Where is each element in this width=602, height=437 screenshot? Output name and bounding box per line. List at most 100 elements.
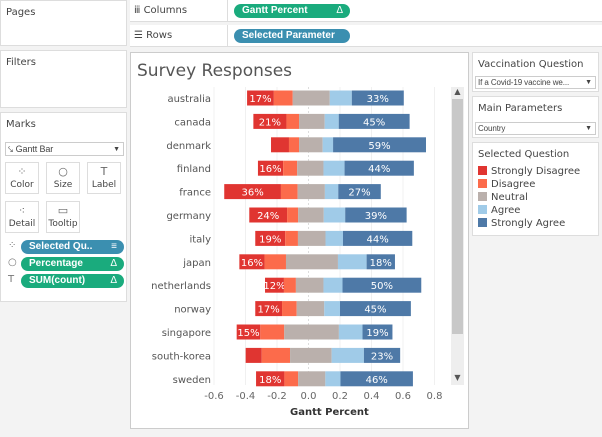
bar-segment-agree[interactable] bbox=[323, 277, 343, 293]
scroll-up-icon[interactable]: ▲ bbox=[454, 87, 461, 96]
tooltip-button[interactable]: ▭ Tooltip bbox=[46, 201, 80, 233]
bar-segment-strongly-agree[interactable] bbox=[340, 301, 411, 317]
bar-segment-disagree[interactable] bbox=[287, 207, 299, 223]
bar-segment-neutral[interactable] bbox=[298, 371, 326, 387]
bar-segment-neutral[interactable] bbox=[296, 301, 325, 317]
bar-segment-strongly-agree[interactable] bbox=[340, 371, 413, 387]
rows-shelf[interactable]: ☰ Rows Selected Parameter bbox=[130, 25, 602, 47]
bar-segment-agree[interactable] bbox=[323, 160, 345, 176]
bar-segment-disagree[interactable] bbox=[260, 324, 285, 340]
bar-segment-strongly-agree[interactable] bbox=[342, 230, 413, 246]
bar-segment-strongly-disagree[interactable] bbox=[256, 371, 285, 387]
strongly-disagree-label: 17% bbox=[258, 305, 280, 316]
scroll-thumb[interactable] bbox=[452, 99, 463, 334]
bar-segment-strongly-disagree[interactable] bbox=[236, 324, 261, 340]
pill-label: Gantt Percent bbox=[242, 5, 308, 16]
bar-segment-strongly-agree[interactable] bbox=[342, 277, 422, 293]
button-label: Color bbox=[10, 180, 34, 190]
legend-item[interactable]: Neutral bbox=[478, 192, 528, 204]
bar-segment-agree[interactable] bbox=[324, 184, 339, 200]
legend-item[interactable]: Strongly Disagree bbox=[478, 166, 580, 178]
selected-parameter-pill[interactable]: Selected Parameter bbox=[234, 29, 350, 43]
bar-segment-strongly-disagree[interactable] bbox=[255, 301, 283, 317]
main-parameters-dropdown[interactable]: Country ▼ bbox=[475, 122, 596, 135]
bar-segment-disagree[interactable] bbox=[288, 137, 300, 153]
bar-segment-neutral[interactable] bbox=[298, 207, 324, 223]
bar-segment-disagree[interactable] bbox=[264, 254, 286, 270]
bar-segment-strongly-disagree[interactable] bbox=[255, 230, 286, 246]
bar-segment-agree[interactable] bbox=[331, 347, 364, 363]
detail-button[interactable]: ⁖ Detail bbox=[5, 201, 39, 233]
bar-segment-agree[interactable] bbox=[325, 371, 341, 387]
marks-pill[interactable]: Selected Qu.. ≡ bbox=[21, 240, 124, 254]
bar-segment-neutral[interactable] bbox=[299, 137, 323, 153]
bar-segment-neutral[interactable] bbox=[290, 347, 332, 363]
bar-segment-agree[interactable] bbox=[323, 207, 346, 223]
legend-swatch bbox=[478, 218, 487, 227]
bar-segment-strongly-disagree[interactable] bbox=[265, 277, 284, 293]
chevron-down-icon: ▼ bbox=[585, 79, 592, 86]
bar-segment-strongly-agree[interactable] bbox=[345, 207, 407, 223]
bar-segment-neutral[interactable] bbox=[297, 184, 325, 200]
bar-segment-disagree[interactable] bbox=[283, 160, 298, 176]
bar-segment-agree[interactable] bbox=[325, 230, 343, 246]
legend-item[interactable]: Strongly Agree bbox=[478, 218, 565, 230]
bar-segment-strongly-disagree[interactable] bbox=[249, 207, 288, 223]
bar-segment-strongly-agree[interactable] bbox=[366, 254, 395, 270]
bar-segment-strongly-agree[interactable] bbox=[333, 137, 426, 153]
bar-segment-disagree[interactable] bbox=[285, 230, 298, 246]
label-button[interactable]: T Label bbox=[87, 162, 121, 194]
vaccination-question-panel: Vaccination Question If a Covid-19 vacci… bbox=[472, 52, 599, 92]
bar-segment-neutral[interactable] bbox=[292, 90, 330, 106]
tooltip-icon: ▭ bbox=[57, 204, 69, 217]
bar-segment-neutral[interactable] bbox=[297, 160, 324, 176]
bar-segment-strongly-disagree[interactable] bbox=[245, 347, 262, 363]
color-button[interactable]: ⁘ Color bbox=[5, 162, 39, 194]
bar-segment-disagree[interactable] bbox=[282, 301, 297, 317]
bar-segment-agree[interactable] bbox=[324, 113, 339, 129]
scrollbar[interactable]: ▲ ▼ bbox=[451, 87, 464, 385]
size-button[interactable]: ○ Size bbox=[46, 162, 80, 194]
bar-segment-agree[interactable] bbox=[322, 137, 334, 153]
gantt-percent-pill[interactable]: Gantt Percent Δ bbox=[234, 4, 350, 18]
bar-segment-neutral[interactable] bbox=[284, 324, 339, 340]
bar-segment-strongly-disagree[interactable] bbox=[247, 90, 274, 106]
bar-segment-disagree[interactable] bbox=[283, 277, 296, 293]
columns-shelf[interactable]: ⅲ Columns Gantt Percent Δ bbox=[130, 0, 602, 22]
bar-segment-disagree[interactable] bbox=[280, 184, 298, 200]
bar-segment-disagree[interactable] bbox=[284, 371, 299, 387]
bar-segment-strongly-disagree[interactable] bbox=[239, 254, 265, 270]
bar-segment-strongly-agree[interactable] bbox=[362, 324, 393, 340]
bar-segment-agree[interactable] bbox=[324, 301, 340, 317]
bar-segment-strongly-disagree[interactable] bbox=[253, 113, 287, 129]
bar-segment-strongly-agree[interactable] bbox=[351, 90, 404, 106]
bar-segment-neutral[interactable] bbox=[295, 277, 324, 293]
bar-segment-strongly-agree[interactable] bbox=[338, 113, 410, 129]
marks-pill[interactable]: Percentage Δ bbox=[21, 257, 124, 271]
bar-segment-strongly-disagree[interactable] bbox=[271, 137, 289, 153]
legend-item[interactable]: Disagree bbox=[478, 179, 535, 191]
bar-segment-disagree[interactable] bbox=[261, 347, 291, 363]
bar-segment-disagree[interactable] bbox=[286, 113, 300, 129]
bar-segment-strongly-disagree[interactable] bbox=[224, 184, 281, 200]
bar-segment-strongly-agree[interactable] bbox=[338, 184, 381, 200]
bar-segment-neutral[interactable] bbox=[297, 230, 326, 246]
bar-segment-strongly-disagree[interactable] bbox=[257, 160, 284, 176]
bar-segment-strongly-agree[interactable] bbox=[344, 160, 414, 176]
bar-segment-agree[interactable] bbox=[338, 324, 363, 340]
scroll-down-icon[interactable]: ▼ bbox=[454, 373, 461, 382]
bar-segment-disagree[interactable] bbox=[273, 90, 293, 106]
bar-segment-neutral[interactable] bbox=[299, 113, 325, 129]
marks-pill[interactable]: SUM(count) Δ bbox=[21, 274, 124, 288]
bar-segment-strongly-agree[interactable] bbox=[363, 347, 401, 363]
mark-type-dropdown[interactable]: ⤥ Gantt Bar ▼ bbox=[5, 142, 124, 156]
bar-segment-agree[interactable] bbox=[337, 254, 367, 270]
legend-item[interactable]: Agree bbox=[478, 205, 520, 217]
bar-segment-neutral[interactable] bbox=[285, 254, 338, 270]
strongly-disagree-label: 15% bbox=[237, 328, 259, 339]
vaccination-question-dropdown[interactable]: If a Covid-19 vaccine we... ▼ bbox=[475, 76, 596, 89]
bar-segment-agree[interactable] bbox=[329, 90, 352, 106]
legend-label: Agree bbox=[491, 205, 521, 216]
x-tick-label: 0.4 bbox=[364, 391, 380, 402]
legend-panel: Selected Question Strongly Disagree Disag… bbox=[472, 142, 599, 236]
